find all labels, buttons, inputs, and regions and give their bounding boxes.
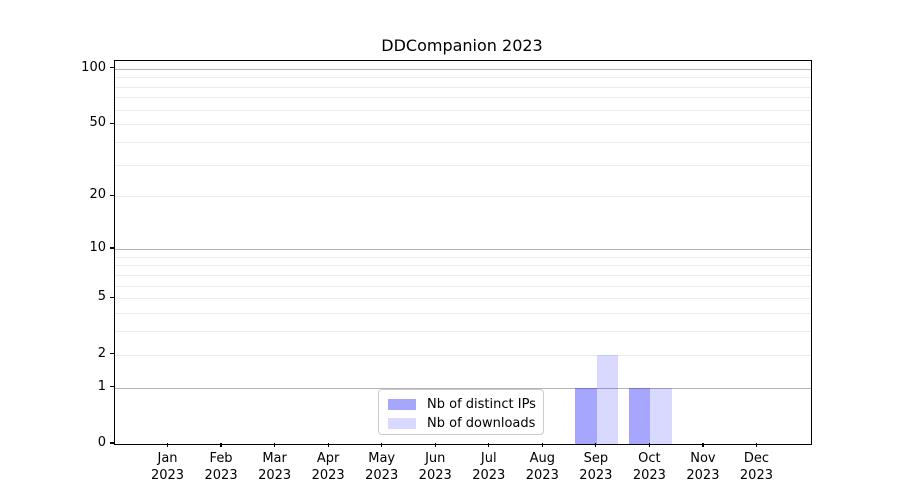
y-tick-mark [110,386,114,388]
y-tick-label: 20 [89,187,106,203]
bar-distinct-ips-oct [628,387,651,444]
gridline-minor [115,196,811,198]
gridline-major [115,68,811,70]
x-tick-label-jul: Jul 2023 [472,451,506,483]
y-tick-label: 100 [81,59,106,75]
x-tick-mark [648,443,650,447]
plot-area [114,60,812,445]
y-tick-label: 2 [97,345,106,361]
gridline-minor [115,298,811,300]
gridline-minor [115,141,811,143]
gridline-minor [115,256,811,258]
x-tick-mark [220,443,222,447]
legend-entry-downloads: Nb of downloads [379,414,543,433]
legend-swatch-distinct-ips [388,399,416,410]
x-tick-mark [488,443,490,447]
bar-downloads-sep [596,354,619,444]
y-tick-mark [110,353,114,355]
gridline-minor [115,274,811,276]
x-tick-label-feb: Feb 2023 [204,451,238,483]
y-tick-label: 5 [97,289,106,305]
gridline-minor [115,86,811,88]
x-tick-mark [434,443,436,447]
gridline-minor [115,109,811,111]
x-tick-label-jan: Jan 2023 [150,451,185,483]
x-tick-label-jun: Jun 2023 [418,451,452,483]
x-tick-label-mar: Mar 2023 [258,451,292,483]
gridline-major [115,248,811,250]
y-tick-mark [110,296,114,298]
legend: Nb of distinct IPs Nb of downloads [378,389,544,435]
x-tick-mark [166,443,169,447]
gridline-minor [115,265,811,267]
x-tick-label-sep: Sep 2023 [579,451,613,483]
legend-label-distinct-ips: Nb of distinct IPs [427,397,536,412]
gridline-minor [115,124,811,126]
gridline-minor [115,97,811,99]
x-tick-label-apr: Apr 2023 [311,451,345,483]
y-tick-label: 0 [97,435,106,450]
x-tick-label-oct: Oct 2023 [632,451,666,483]
legend-label-downloads: Nb of downloads [427,416,536,431]
gridline-major [115,387,811,389]
x-tick-label-nov: Nov 2023 [686,451,720,483]
x-tick-mark [274,443,276,447]
gridline-minor [115,164,811,166]
legend-swatch-downloads [388,418,416,429]
chart-title: DDCompanion 2023 [381,36,543,55]
x-tick-mark [755,443,758,447]
x-tick-mark [541,443,543,447]
x-tick-mark [702,443,704,447]
bar-downloads-oct [650,387,672,444]
y-tick-label: 10 [89,239,106,255]
y-tick-mark [110,442,114,444]
x-tick-mark [381,443,383,447]
x-tick-label-may: May 2023 [365,451,399,483]
y-tick-mark [110,194,114,196]
y-tick-label: 1 [97,378,106,394]
gridline-minor [115,285,811,287]
gridline-minor [115,77,811,79]
legend-entry-distinct-ips: Nb of distinct IPs [379,395,543,414]
y-tick-mark [110,247,114,249]
gridline-minor [115,331,811,333]
bar-distinct-ips-sep [575,387,597,444]
y-tick-mark [110,122,114,124]
y-tick-mark [110,67,114,69]
x-tick-mark [327,443,329,447]
x-tick-label-dec: Dec 2023 [739,451,773,483]
x-tick-label-aug: Aug 2023 [525,451,559,483]
gridline-minor [115,313,811,315]
x-tick-mark [595,443,597,447]
y-tick-label: 50 [89,115,106,131]
gridline-minor [115,354,811,356]
